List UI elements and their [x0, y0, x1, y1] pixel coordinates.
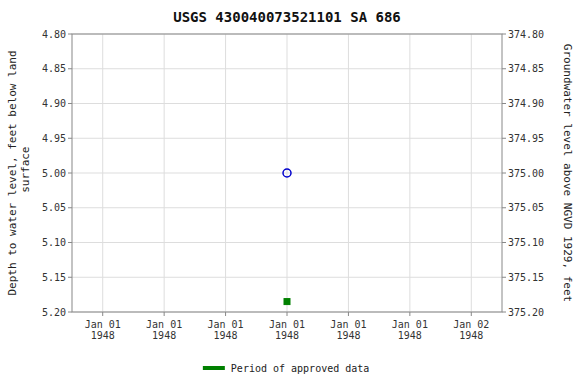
plot-frame	[72, 34, 502, 312]
tick	[502, 312, 506, 313]
tick-label: Jan 011948	[85, 319, 121, 341]
tick-label: 5.20	[42, 307, 66, 318]
tick-label: Jan 021948	[453, 319, 489, 341]
text-line: Jan 01	[330, 319, 366, 330]
tick-label: 375.20	[508, 307, 544, 318]
point	[283, 169, 291, 177]
tick	[502, 138, 506, 139]
title: USGS 430040073521101 SA 686	[173, 9, 401, 25]
background	[0, 0, 576, 384]
text-line: 1948	[91, 330, 115, 341]
tick-label: 375.00	[508, 168, 544, 179]
tick-label: 374.85	[508, 63, 544, 74]
grid-line	[471, 34, 472, 312]
text-line: Depth to water level, feet below land	[6, 50, 19, 295]
text-line: 1948	[459, 330, 483, 341]
text-line: 1948	[152, 330, 176, 341]
grid-line	[287, 34, 288, 312]
tick	[502, 277, 506, 278]
grid-line	[348, 34, 349, 312]
y2-axis-label: Groundwater level above NGVD 1929, feet	[561, 44, 574, 302]
legend: Period of approved data	[203, 363, 369, 374]
text-line: 1948	[398, 330, 422, 341]
tick	[348, 312, 349, 316]
text-line: Jan 01	[146, 319, 182, 330]
text-line: Jan 02	[453, 319, 489, 330]
tick-label: 375.15	[508, 272, 544, 283]
tick	[164, 312, 165, 316]
tick	[68, 173, 72, 174]
tick	[68, 242, 72, 243]
text-line: 1948	[214, 330, 238, 341]
tick	[409, 312, 410, 316]
grid-line	[409, 34, 410, 312]
tick-label: 4.80	[42, 29, 66, 40]
grid-line	[164, 34, 165, 312]
tick-label: 4.90	[42, 98, 66, 109]
tick	[225, 312, 226, 316]
tick-label: Jan 011948	[146, 319, 182, 341]
tick-label: 375.05	[508, 202, 544, 213]
text-line: Jan 01	[208, 319, 244, 330]
tick	[68, 277, 72, 278]
grid-line	[102, 34, 103, 312]
tick	[68, 312, 72, 313]
text-line: Jan 01	[392, 319, 428, 330]
tick-label: Jan 011948	[330, 319, 366, 341]
text-line: Jan 01	[85, 319, 121, 330]
tick-label: Jan 011948	[208, 319, 244, 341]
y-axis: 4.80 4.85 4.90 4.95 5.00 5.05 5.10 5.15 5.20	[42, 29, 72, 318]
tick-label: 5.10	[42, 237, 66, 248]
tick	[68, 68, 72, 69]
y-axis-label: Depth to water level, feet below land su…	[6, 50, 32, 295]
marks	[283, 169, 291, 305]
tick	[502, 173, 506, 174]
text-line: 1948	[336, 330, 360, 341]
tick-label: 5.00	[42, 168, 66, 179]
chart: 4.80 4.85 4.90 4.95 5.00 5.05 5.10 5.15 5.20 374.…	[0, 0, 576, 384]
tick-label: 374.95	[508, 133, 544, 144]
grid-line	[225, 34, 226, 312]
text-line: 1948	[275, 330, 299, 341]
text-line: surface	[19, 147, 32, 200]
tick	[102, 312, 103, 316]
point	[284, 299, 290, 305]
tick-label: Jan 011948	[392, 319, 428, 341]
tick	[287, 312, 288, 316]
legend-label: Period of approved data	[231, 363, 369, 374]
grid	[72, 34, 502, 312]
tick	[68, 103, 72, 104]
tick-label: 4.95	[42, 133, 66, 144]
tick-label: 374.90	[508, 98, 544, 109]
tick	[502, 242, 506, 243]
y2-axis: 374.80 374.85 374.90 374.95 375.00 375.05 375.…	[502, 29, 544, 318]
tick-label: 5.05	[42, 202, 66, 213]
tick-label: 4.85	[42, 63, 66, 74]
tick	[68, 138, 72, 139]
tick-label: 375.10	[508, 237, 544, 248]
tick-label: Jan 011948	[269, 319, 305, 341]
tick	[68, 34, 72, 35]
legend-swatch	[203, 366, 225, 370]
tick	[502, 207, 506, 208]
tick	[502, 103, 506, 104]
tick-label: 5.15	[42, 272, 66, 283]
tick	[471, 312, 472, 316]
tick	[502, 68, 506, 69]
tick	[502, 34, 506, 35]
tick-label: 374.80	[508, 29, 544, 40]
x-axis: Jan 011948Jan 011948Jan 011948Jan 011948…	[85, 312, 490, 341]
text-line: Jan 01	[269, 319, 305, 330]
tick	[68, 207, 72, 208]
